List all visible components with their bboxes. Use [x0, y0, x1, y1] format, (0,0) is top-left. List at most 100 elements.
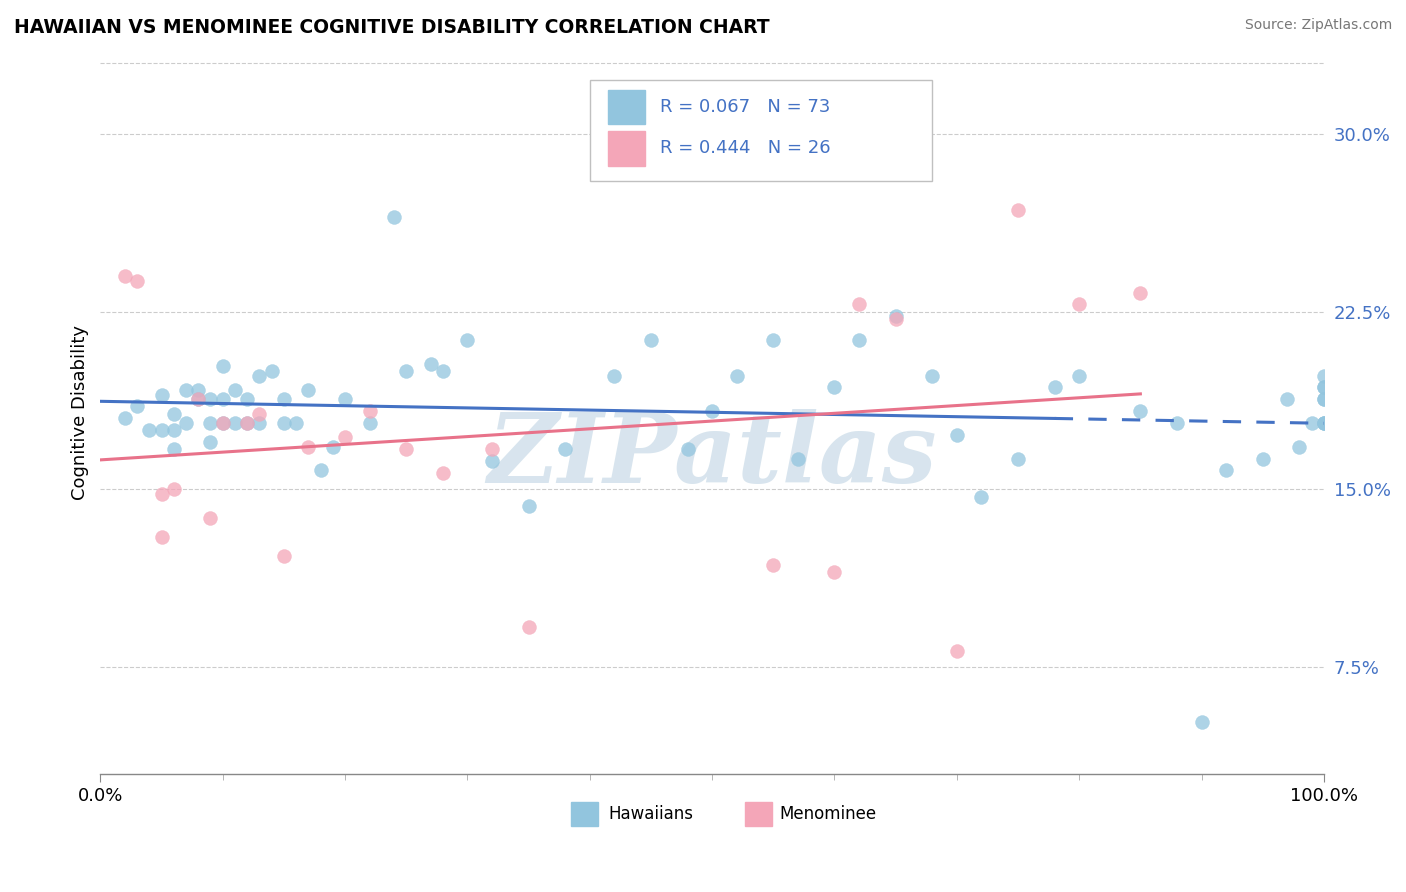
Point [1007, 451, 1029, 466]
Point [848, 297, 870, 311]
Point [1069, 368, 1091, 383]
Point [138, 423, 160, 437]
Point [333, 392, 356, 407]
Point [1313, 380, 1336, 394]
Point [359, 404, 381, 418]
FancyBboxPatch shape [589, 79, 932, 181]
Text: Menominee: Menominee [779, 805, 876, 822]
Point [700, 404, 723, 418]
Point [150, 530, 173, 544]
Bar [571, 802, 599, 826]
Point [481, 454, 503, 468]
Point [150, 487, 173, 501]
Point [1313, 368, 1336, 383]
Bar [745, 802, 772, 826]
Point [1313, 392, 1336, 407]
Point [884, 311, 907, 326]
Point [211, 392, 233, 407]
Point [884, 310, 907, 324]
Point [249, 368, 271, 383]
Point [382, 210, 405, 224]
Point [1129, 404, 1152, 418]
Point [1301, 416, 1323, 430]
Point [848, 333, 870, 347]
Point [163, 483, 186, 497]
Point [395, 364, 418, 378]
Text: Hawaiians: Hawaiians [609, 805, 693, 822]
Point [1069, 297, 1091, 311]
Bar [609, 90, 645, 125]
Point [236, 416, 259, 430]
Point [297, 440, 319, 454]
Point [517, 620, 540, 634]
Point [1251, 451, 1274, 466]
Point [249, 416, 271, 430]
Point [163, 442, 186, 456]
Point [762, 558, 785, 573]
Point [946, 428, 969, 442]
Point [125, 400, 148, 414]
Point [150, 423, 173, 437]
Point [322, 440, 344, 454]
Point [273, 416, 295, 430]
Point [762, 333, 785, 347]
Point [187, 392, 209, 407]
Point [359, 416, 381, 430]
Point [1166, 416, 1188, 430]
Point [200, 416, 222, 430]
Point [224, 416, 246, 430]
Y-axis label: Cognitive Disability: Cognitive Disability [72, 325, 89, 500]
Point [554, 442, 576, 456]
Point [1313, 392, 1336, 407]
Text: R = 0.444   N = 26: R = 0.444 N = 26 [659, 139, 830, 157]
Point [1288, 440, 1310, 454]
Point [432, 466, 454, 480]
Point [786, 451, 808, 466]
Point [260, 364, 283, 378]
Point [824, 566, 846, 580]
Point [273, 549, 295, 563]
Point [1129, 285, 1152, 300]
Point [236, 416, 259, 430]
Point [174, 416, 197, 430]
Point [125, 274, 148, 288]
Point [481, 442, 503, 456]
Point [970, 490, 993, 504]
Point [297, 383, 319, 397]
Point [1313, 416, 1336, 430]
Point [187, 392, 209, 407]
Point [211, 416, 233, 430]
Point [1313, 380, 1336, 394]
Point [333, 430, 356, 444]
Point [200, 511, 222, 525]
Point [395, 442, 418, 456]
Point [517, 499, 540, 513]
Point [163, 407, 186, 421]
Point [174, 383, 197, 397]
Point [1277, 392, 1299, 407]
Point [1191, 714, 1213, 729]
Point [211, 416, 233, 430]
Point [640, 333, 662, 347]
Text: ZIPatlas: ZIPatlas [488, 409, 936, 503]
Point [224, 383, 246, 397]
Point [236, 392, 259, 407]
Point [1043, 380, 1066, 394]
Point [187, 383, 209, 397]
Point [419, 357, 441, 371]
Point [1313, 416, 1336, 430]
Point [114, 268, 136, 283]
Point [200, 392, 222, 407]
Point [1215, 463, 1237, 477]
Point [150, 387, 173, 401]
Point [163, 423, 186, 437]
Point [309, 463, 332, 477]
Point [1007, 202, 1029, 217]
Point [285, 416, 308, 430]
Point [432, 364, 454, 378]
Text: Source: ZipAtlas.com: Source: ZipAtlas.com [1244, 18, 1392, 32]
Text: HAWAIIAN VS MENOMINEE COGNITIVE DISABILITY CORRELATION CHART: HAWAIIAN VS MENOMINEE COGNITIVE DISABILI… [14, 18, 769, 37]
Point [456, 333, 478, 347]
Bar [609, 131, 645, 166]
Point [114, 411, 136, 425]
